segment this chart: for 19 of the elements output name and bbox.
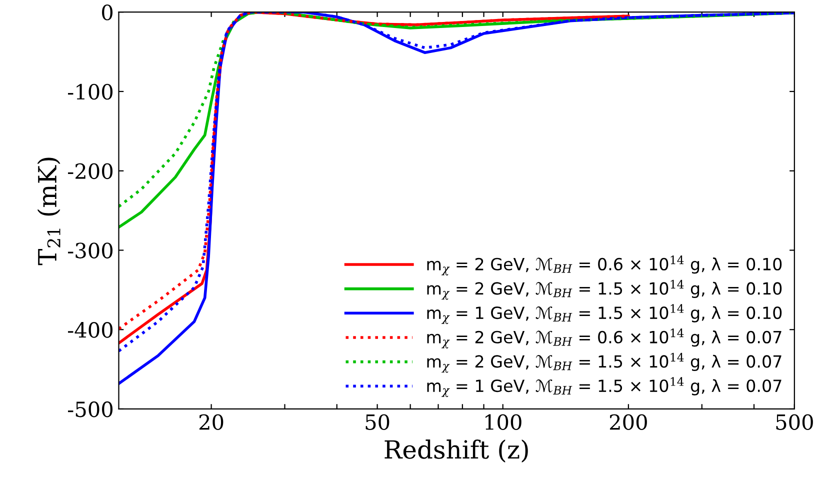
x-axis-title: Redshift (z)	[384, 440, 528, 462]
legend-label: m$_{χ}$ = 2 GeV, ℳ$_{BH}$ = 0.6 × 10$^{14}$ g, λ = 0.10	[427, 255, 782, 276]
legend-label: m$_{χ}$ = 1 GeV, ℳ$_{BH}$ = 1.5 × 10$^{14}$ g, λ = 0.10	[427, 304, 782, 324]
y-tick-label: 0	[102, 4, 113, 20]
y-axis-title: T$_{21}$ (mK)	[37, 158, 60, 266]
legend-label: m$_{χ}$ = 2 GeV, ℳ$_{BH}$ = 1.5 × 10$^{14}$ g, λ = 0.10	[427, 280, 782, 300]
y-tick-label: -300	[68, 242, 113, 258]
x-tick-label: 100	[486, 414, 522, 430]
y-tick-label: -100	[68, 84, 113, 100]
y-tick-label: -200	[68, 163, 113, 180]
legend-label: m$_{χ}$ = 2 GeV, ℳ$_{BH}$ = 1.5 × 10$^{14}$ g, λ = 0.07	[427, 352, 782, 373]
x-tick-label: 200	[610, 414, 647, 430]
legend-label: m$_{χ}$ = 1 GeV, ℳ$_{BH}$ = 1.5 × 10$^{14}$ g, λ = 0.07	[427, 377, 782, 398]
x-tick-label: 20	[199, 414, 224, 430]
x-tick-label: 50	[366, 414, 390, 430]
y-tick-label: -400	[68, 322, 113, 338]
legend-label: m$_{χ}$ = 2 GeV, ℳ$_{BH}$ = 0.6 × 10$^{14}$ g, λ = 0.07	[427, 328, 782, 348]
x-tick-label: 500	[776, 414, 813, 430]
y-tick-label: -500	[68, 401, 113, 418]
